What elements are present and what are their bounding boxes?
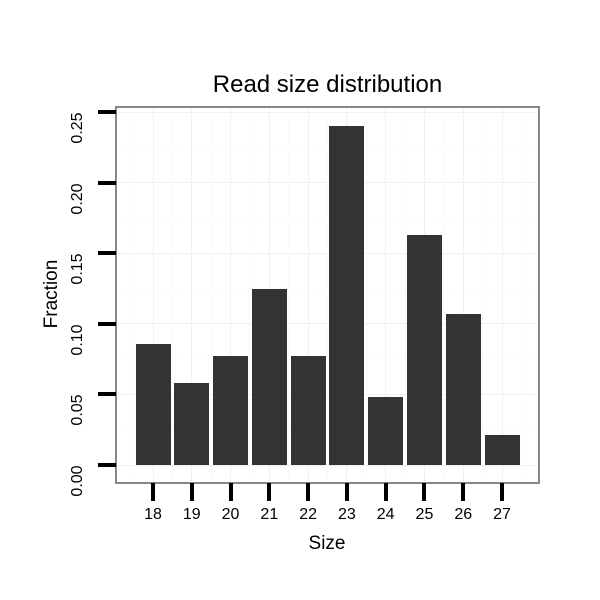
x-tick — [383, 483, 388, 501]
x-tick-label: 25 — [415, 506, 434, 523]
gridline-minor-v — [520, 108, 522, 482]
x-axis-title: Size — [308, 533, 346, 554]
gridline-minor-v — [365, 108, 367, 482]
gridline-major-v — [462, 108, 464, 482]
x-tick — [344, 483, 349, 501]
x-tick — [422, 483, 427, 501]
chart-title: Read size distribution — [212, 71, 443, 98]
y-tick — [98, 392, 116, 397]
y-tick-label: 0.20 — [69, 183, 86, 215]
x-tick-label: 18 — [144, 506, 162, 523]
x-tick — [500, 483, 504, 501]
y-tick-label: 0.25 — [69, 112, 86, 144]
x-tick-label: 26 — [454, 506, 473, 523]
x-tick-label: 24 — [376, 506, 395, 523]
gridline-major-v — [230, 108, 232, 482]
y-tick — [98, 180, 116, 185]
gridline-minor-v — [133, 108, 135, 482]
x-tick-label: 21 — [260, 506, 279, 523]
gridline-major-h — [117, 323, 538, 325]
bar-18 — [135, 343, 171, 465]
y-tick-label: 0.00 — [69, 465, 86, 497]
bar-26 — [445, 313, 481, 465]
bar-22 — [290, 356, 326, 465]
y-tick-label: 0.05 — [69, 394, 86, 426]
bar-19 — [174, 383, 210, 465]
bar-23 — [329, 126, 365, 465]
x-tick — [228, 483, 233, 501]
x-tick-label: 27 — [493, 506, 511, 523]
gridline-minor-v — [249, 108, 251, 482]
gridline-major-v — [385, 108, 387, 482]
y-tick — [98, 251, 116, 256]
gridline-major-h — [117, 393, 538, 395]
gridline-major-h — [117, 464, 538, 466]
gridline-major-v — [501, 108, 503, 482]
y-axis-title: Fraction — [41, 259, 62, 329]
x-tick — [306, 483, 311, 501]
y-tick — [98, 463, 116, 467]
x-tick — [461, 483, 466, 501]
x-tick — [267, 483, 272, 501]
gridline-major-h — [117, 252, 538, 254]
gridline-major-v — [152, 108, 154, 482]
gridline-minor-v — [288, 108, 290, 482]
x-tick — [189, 483, 194, 501]
x-tick-label: 20 — [221, 506, 240, 523]
gridline-major-h — [117, 182, 538, 184]
y-tick — [98, 321, 116, 326]
gridline-minor-v — [404, 108, 406, 482]
gridline-minor-v — [210, 108, 212, 482]
y-tick-label: 0.10 — [69, 324, 86, 356]
y-tick — [98, 110, 116, 114]
x-tick-label: 23 — [337, 506, 356, 523]
bar-24 — [368, 397, 404, 465]
gridline-minor-v — [443, 108, 445, 482]
bar-21 — [251, 288, 287, 465]
gridline-minor-v — [327, 108, 328, 482]
x-tick-label: 22 — [299, 506, 318, 523]
bar-27 — [484, 435, 520, 465]
x-tick-label: 19 — [182, 506, 201, 523]
plot-panel — [115, 106, 540, 484]
gridline-minor-v — [171, 108, 173, 482]
gridline-minor-v — [482, 108, 484, 482]
bar-20 — [213, 356, 249, 465]
x-tick — [151, 483, 155, 501]
gridline-major-v — [307, 108, 309, 482]
gridline-major-h — [117, 111, 538, 113]
y-tick-label: 0.15 — [69, 253, 86, 285]
bar-25 — [406, 234, 442, 465]
gridline-major-v — [191, 108, 193, 482]
